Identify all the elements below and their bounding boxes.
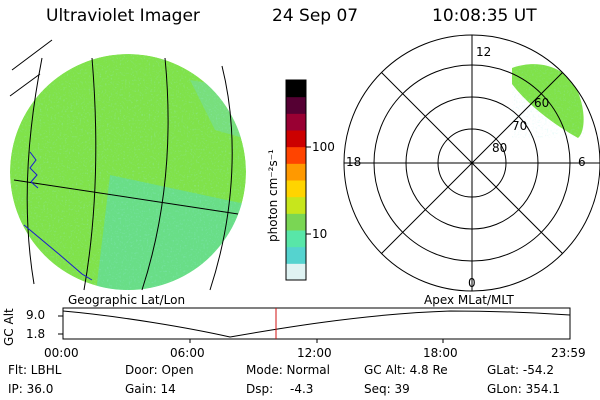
timeline-x-tick: 06:00 — [170, 346, 205, 360]
colorbar-band — [286, 230, 306, 248]
timeline-ylabel: GC Alt — [2, 308, 16, 346]
apex-label: Apex MLat/MLT — [424, 293, 514, 307]
status-door: Door: Open — [125, 363, 194, 377]
mlt-label-18: 18 — [346, 155, 362, 169]
status-filter: Flt: LBHL — [8, 363, 62, 377]
grid-line — [9, 73, 41, 97]
polar-line-diagonal — [381, 72, 563, 254]
geo-grid — [9, 39, 239, 291]
altitude-curve — [62, 310, 571, 338]
geographic-label: Geographic Lat/Lon — [68, 293, 186, 307]
colorbar-band — [286, 180, 306, 198]
meridian-line — [83, 57, 97, 291]
mlt-label-6: 6 — [578, 155, 586, 169]
mlt-label-0: 0 — [468, 276, 476, 290]
colorbar-frame — [285, 79, 307, 281]
grid-line — [11, 39, 53, 71]
colorbar-tick-label: 100 — [312, 140, 335, 154]
timeline-y-tick: 1.8 — [26, 327, 46, 341]
mlat-label-60: 60 — [534, 96, 550, 110]
emission-noise — [10, 54, 246, 290]
timeline-y-tick: 9.0 — [26, 308, 46, 322]
colorbar-band — [286, 263, 306, 281]
status-dsp-value: -4.3 — [290, 382, 314, 396]
status-seq: Seq: 39 — [364, 382, 410, 396]
timeline-x-tick: 23:59 — [551, 346, 586, 360]
timeline-x-tick: 00:00 — [44, 346, 79, 360]
time-label: 10:08:35 UT — [432, 6, 537, 26]
status-glon: GLon: 354.1 — [487, 382, 560, 396]
status-glat: GLat: -54.2 — [487, 363, 554, 377]
colorbar-band — [286, 246, 306, 264]
mlat-label-70: 70 — [512, 119, 528, 133]
colorbar-band — [286, 196, 306, 214]
meridian-line — [209, 65, 233, 291]
status-mode: Mode: Normal — [246, 363, 330, 377]
altitude-timeline — [58, 307, 571, 343]
colorbar-band — [286, 96, 306, 114]
geographic-image — [9, 39, 246, 291]
polar-plot — [343, 34, 600, 292]
colorbar-band — [286, 163, 306, 181]
status-dsp-label: Dsp: — [246, 382, 274, 396]
status-gc-alt: GC Alt: 4.8 Re — [364, 363, 448, 377]
parallel-line — [13, 179, 239, 215]
colorbar-band — [286, 213, 306, 231]
mlat-label-80: 80 — [492, 141, 508, 155]
meridian-line — [26, 57, 43, 285]
colorbar-unit-label: photon cm⁻²s⁻¹ — [266, 149, 280, 242]
meridian-line — [141, 57, 169, 291]
coastline — [23, 151, 93, 281]
colorbar-band — [286, 146, 306, 164]
timeline-x-tick: 18:00 — [423, 346, 458, 360]
colorbar-band — [286, 80, 306, 98]
colorbar-tick-label: 10 — [312, 227, 328, 241]
colorbar — [285, 79, 311, 281]
mlt-label-12: 12 — [476, 45, 492, 59]
colorbar-band — [286, 130, 306, 148]
timeline-x-tick: 12:00 — [297, 346, 332, 360]
instrument-title: Ultraviolet Imager — [46, 6, 200, 26]
date-label: 24 Sep 07 — [272, 6, 359, 26]
status-gain: Gain: 14 — [125, 382, 176, 396]
status-ip: IP: 36.0 — [8, 382, 54, 396]
colorbar-band — [286, 113, 306, 131]
